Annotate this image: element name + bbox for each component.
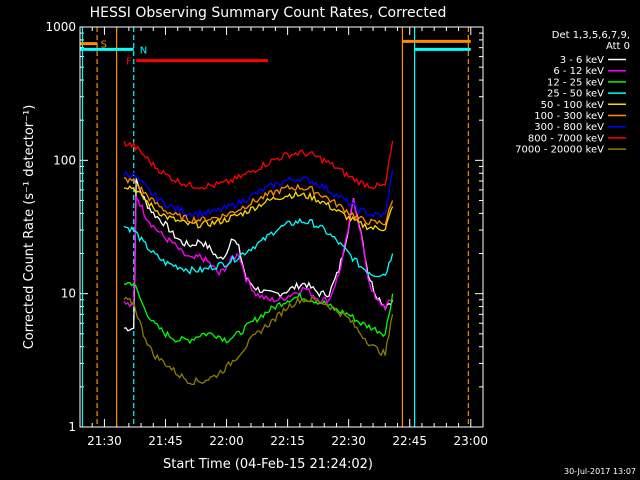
y-tick-label: 1: [68, 420, 76, 434]
series-line-4: [124, 185, 394, 232]
x-tick-label: 22:15: [270, 434, 305, 448]
y-tick-label: 100: [53, 153, 76, 167]
series-line-8: [123, 295, 394, 386]
annotations: S NF: [80, 27, 471, 427]
legend-label: 7000 - 20000 keV: [515, 145, 604, 156]
x-tick-label: 21:30: [87, 434, 122, 448]
y-tick-label: 1000: [45, 20, 76, 34]
x-tick-label: 22:00: [209, 434, 244, 448]
x-tick-label: 22:45: [392, 434, 427, 448]
legend-label: 50 - 100 keV: [541, 100, 605, 111]
x-tick-label: 23:00: [453, 434, 488, 448]
legend-label: 25 - 50 keV: [547, 89, 604, 100]
x-axis-label: Start Time (04-Feb-15 21:24:02): [163, 457, 373, 472]
series-line-5: [123, 176, 394, 226]
legend-label: 12 - 25 keV: [547, 77, 604, 88]
legend-label: 800 - 7000 keV: [528, 133, 604, 144]
flag-label: S: [101, 40, 107, 51]
flag-label: N: [140, 45, 147, 56]
series-line-7: [123, 140, 394, 190]
legend-label: 3 - 6 keV: [560, 55, 604, 66]
legend-header: Det 1,3,5,6,7,9,: [552, 30, 630, 41]
footer-timestamp: 30-Jul-2017 13:07: [564, 467, 636, 476]
plot-frame: [79, 26, 484, 428]
flag-label: F: [126, 57, 132, 68]
series-group: [123, 140, 394, 386]
series-line-3: [123, 217, 394, 278]
y-axis-label: Corrected Count Rate (s⁻¹ detector⁻¹): [22, 105, 37, 350]
series-line-6: [123, 169, 394, 219]
legend-label: 6 - 12 keV: [553, 66, 604, 77]
x-tick-label: 21:45: [148, 434, 183, 448]
y-tick-label: 10: [61, 287, 76, 301]
series-line-2: [124, 282, 394, 345]
x-tick-label: 22:30: [331, 434, 366, 448]
legend-label: 100 - 300 keV: [534, 111, 604, 122]
chart-title: HESSI Observing Summary Count Rates, Cor…: [90, 5, 447, 21]
legend-label: 300 - 800 keV: [534, 122, 604, 133]
legend-header: Att 0: [606, 41, 630, 52]
